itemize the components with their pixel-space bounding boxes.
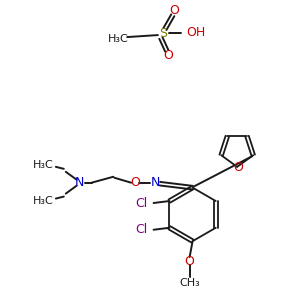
Text: Cl: Cl [135, 196, 148, 209]
Text: OH: OH [187, 26, 206, 39]
Text: N: N [150, 176, 160, 189]
Text: O: O [169, 4, 179, 17]
Text: H₃C: H₃C [33, 160, 54, 170]
Text: O: O [163, 50, 173, 62]
Text: O: O [130, 176, 140, 189]
Text: CH₃: CH₃ [179, 278, 200, 288]
Text: O: O [185, 256, 195, 268]
Text: S: S [159, 27, 167, 40]
Text: N: N [75, 176, 84, 189]
Text: H₃C: H₃C [108, 34, 129, 44]
Text: O: O [233, 161, 243, 174]
Text: H₃C: H₃C [33, 196, 54, 206]
Text: Cl: Cl [135, 223, 148, 236]
